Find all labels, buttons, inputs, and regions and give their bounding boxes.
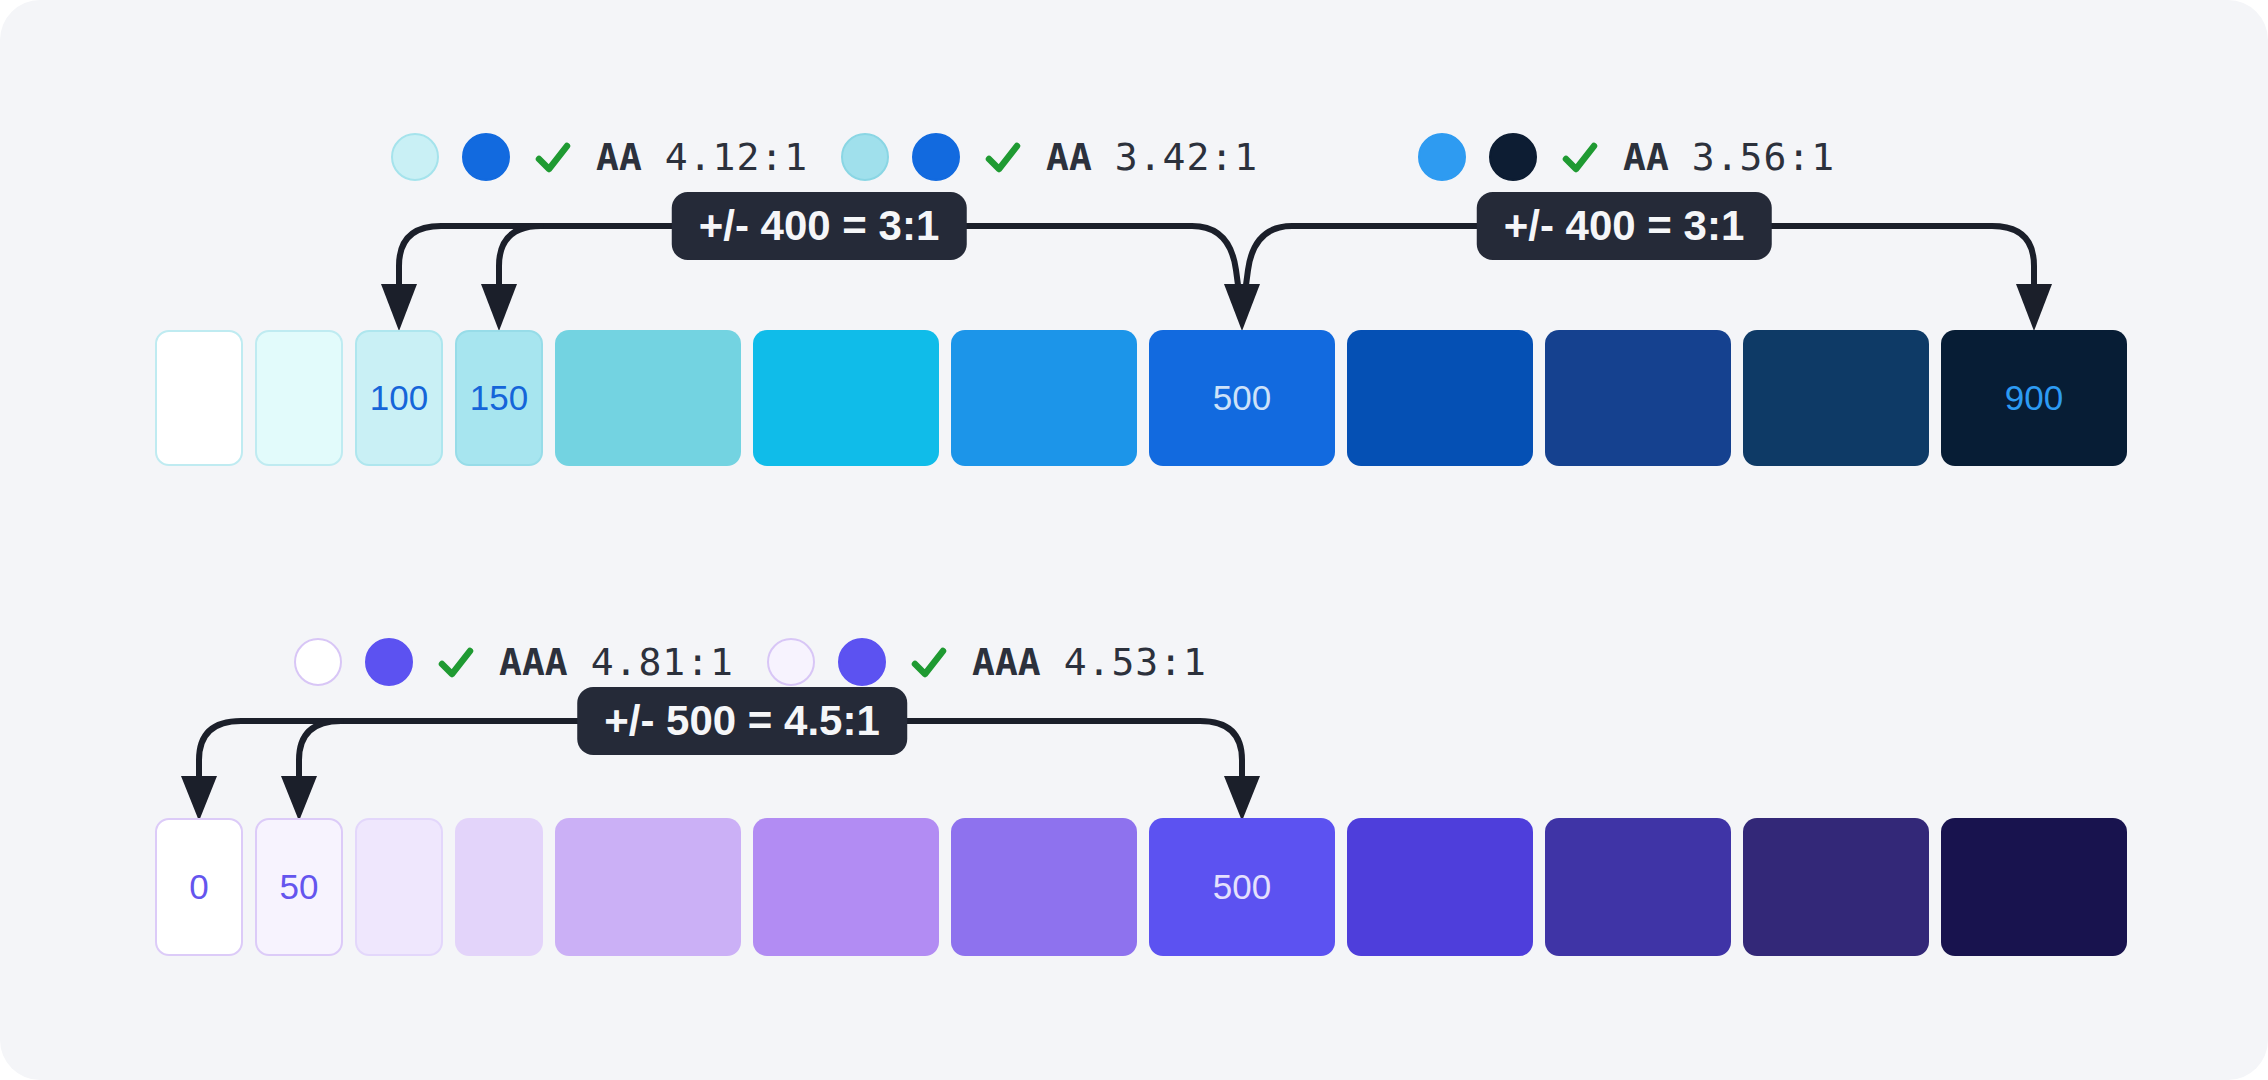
color-circle xyxy=(391,133,439,181)
wcag-level-label: AA xyxy=(596,135,642,179)
swatch-blue-scale-11: 900 xyxy=(1941,330,2127,466)
swatch-blue-scale-2: 100 xyxy=(355,330,443,466)
connector-line xyxy=(499,226,541,300)
swatch-blue-scale-1 xyxy=(255,330,343,466)
contrast-ratio-value: 4.12:1 xyxy=(665,135,808,179)
color-circle xyxy=(1418,133,1466,181)
contrast-rule-badge: +/- 500 = 4.5:1 xyxy=(577,687,907,755)
contrast-ratio-value: 4.81:1 xyxy=(591,640,734,684)
arrow-down-icon xyxy=(2016,284,2052,331)
contrast-annotation-blue-scale-1: AA 3.42:1 xyxy=(841,131,1258,183)
contrast-ratio-value: 3.42:1 xyxy=(1115,135,1258,179)
swatch-blue-scale-0 xyxy=(155,330,243,466)
swatch-value-label: 100 xyxy=(370,378,428,418)
check-icon xyxy=(983,137,1023,177)
contrast-annotation-blue-scale-2: AA 3.56:1 xyxy=(1418,131,1835,183)
page: 100150500900+/- 400 = 3:1+/- 400 = 3:1 A… xyxy=(0,0,2268,1080)
wcag-level-label: AA xyxy=(1623,135,1669,179)
swatch-violet-scale-4 xyxy=(555,818,741,956)
swatch-violet-scale-8 xyxy=(1347,818,1533,956)
contrast-annotation-blue-scale-0: AA 4.12:1 xyxy=(391,131,808,183)
swatch-value-label: 150 xyxy=(470,378,528,418)
check-icon xyxy=(1560,137,1600,177)
swatch-blue-scale-6 xyxy=(951,330,1137,466)
swatch-violet-scale-9 xyxy=(1545,818,1731,956)
swatch-value-label: 50 xyxy=(280,867,319,907)
wcag-level-label: AAA xyxy=(499,640,568,684)
swatch-violet-scale-11 xyxy=(1941,818,2127,956)
check-icon xyxy=(533,137,573,177)
swatch-blue-scale-4 xyxy=(555,330,741,466)
wcag-level-label: AAA xyxy=(972,640,1041,684)
swatch-blue-scale-7: 500 xyxy=(1149,330,1335,466)
swatch-blue-scale-3: 150 xyxy=(455,330,543,466)
color-circle xyxy=(462,133,510,181)
arrow-down-icon xyxy=(281,776,317,821)
color-circle xyxy=(767,638,815,686)
swatch-violet-scale-7: 500 xyxy=(1149,818,1335,956)
color-circle xyxy=(841,133,889,181)
color-circle xyxy=(838,638,886,686)
color-circle xyxy=(365,638,413,686)
swatch-violet-scale-6 xyxy=(951,818,1137,956)
swatch-violet-scale-0: 0 xyxy=(155,818,243,956)
swatch-blue-scale-5 xyxy=(753,330,939,466)
swatch-value-label: 900 xyxy=(2005,378,2063,418)
swatch-violet-scale-1: 50 xyxy=(255,818,343,956)
check-icon xyxy=(909,642,949,682)
swatch-value-label: 500 xyxy=(1213,867,1271,907)
contrast-ratio-value: 4.53:1 xyxy=(1064,640,1207,684)
contrast-annotation-violet-scale-1: AAA 4.53:1 xyxy=(767,636,1207,688)
contrast-annotation-violet-scale-0: AAA 4.81:1 xyxy=(294,636,734,688)
swatch-blue-scale-10 xyxy=(1743,330,1929,466)
connector-line xyxy=(299,721,341,792)
arrow-down-icon xyxy=(181,776,217,821)
swatch-blue-scale-9 xyxy=(1545,330,1731,466)
contrast-rule-badge: +/- 400 = 3:1 xyxy=(672,192,967,260)
swatch-violet-scale-10 xyxy=(1743,818,1929,956)
check-icon xyxy=(436,642,476,682)
arrow-down-icon xyxy=(381,284,417,331)
swatch-violet-scale-3 xyxy=(455,818,543,956)
swatch-blue-scale-8 xyxy=(1347,330,1533,466)
contrast-ratio-value: 3.56:1 xyxy=(1692,135,1835,179)
palette-contrast-diagram: 100150500900+/- 400 = 3:1+/- 400 = 3:1 A… xyxy=(0,0,2268,1080)
wcag-level-label: AA xyxy=(1046,135,1092,179)
swatch-value-label: 500 xyxy=(1213,378,1271,418)
color-circle xyxy=(1489,133,1537,181)
color-circle xyxy=(294,638,342,686)
swatch-value-label: 0 xyxy=(189,867,208,907)
contrast-rule-badge: +/- 400 = 3:1 xyxy=(1477,192,1772,260)
swatch-violet-scale-5 xyxy=(753,818,939,956)
arrow-down-icon xyxy=(1224,776,1260,821)
swatch-violet-scale-2 xyxy=(355,818,443,956)
arrow-down-icon xyxy=(1224,284,1260,331)
color-circle xyxy=(912,133,960,181)
arrow-down-icon xyxy=(481,284,517,331)
